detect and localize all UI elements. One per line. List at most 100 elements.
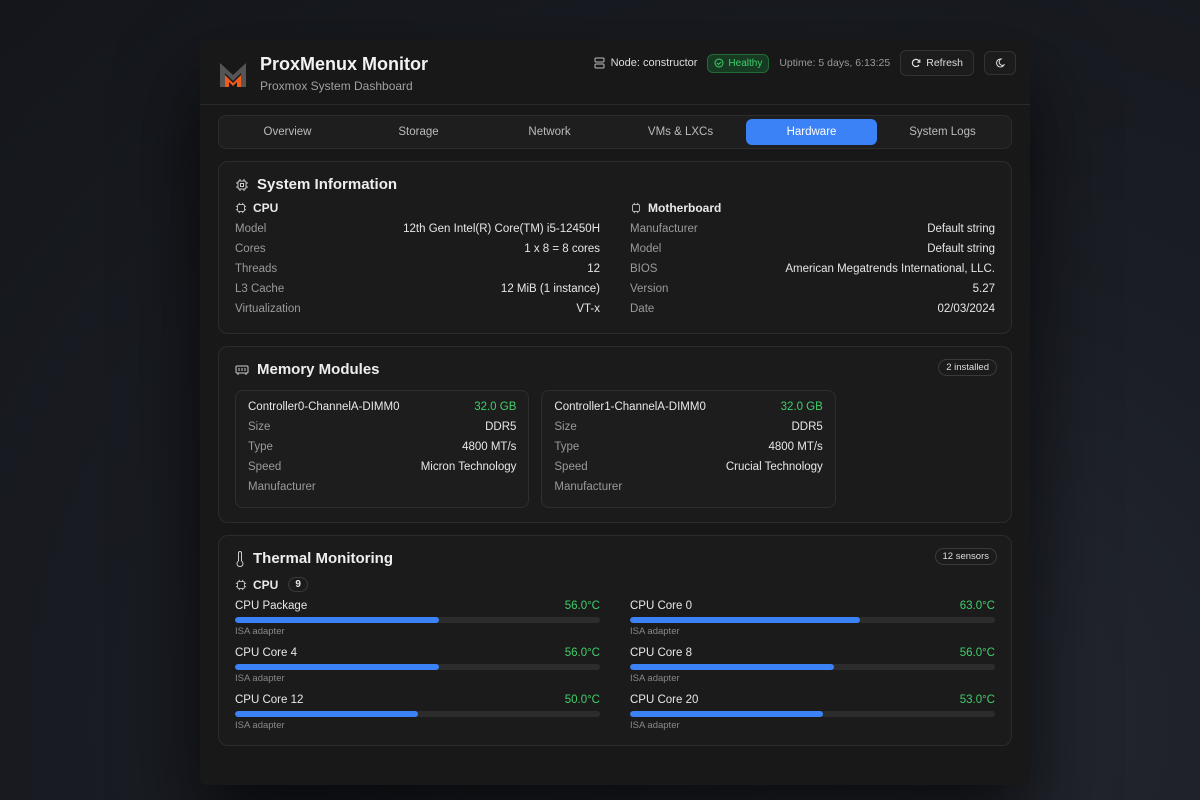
sensor-adapter: ISA adapter <box>235 626 285 637</box>
health-label: Healthy <box>728 57 763 69</box>
row-value: 5.27 <box>972 283 995 295</box>
info-row: Model Default string <box>630 239 995 259</box>
row-label: Version <box>630 283 669 295</box>
row-label: BIOS <box>630 263 658 275</box>
info-row: Size DDR5 <box>248 417 516 437</box>
sensor-temp: 53.0°C <box>959 694 995 706</box>
memory-module: Controller1-ChannelA-DIMM0 32.0 GB Size DDR… <box>541 390 836 508</box>
refresh-icon <box>912 58 921 68</box>
temperature-bar <box>235 711 600 717</box>
cpu-heading: CPU <box>253 201 279 215</box>
info-row: Version 5.27 <box>630 279 995 299</box>
sensor-header: CPU Core 4 56.0°C <box>235 647 600 659</box>
row-value: 4800 MT/s <box>462 441 517 453</box>
row-label: Date <box>630 303 655 315</box>
system-information-card: System Information CPU Model 12th Gen Int… <box>218 161 1012 334</box>
row-label: Model <box>630 243 662 255</box>
module-header: Controller0-ChannelA-DIMM0 32.0 GB <box>248 401 516 413</box>
row-value: Default string <box>927 223 995 235</box>
installed-badge: 2 installed <box>938 359 997 376</box>
row-value: 12 <box>587 263 600 275</box>
health-badge: Healthy <box>707 53 770 73</box>
module-name: Controller1-ChannelA-DIMM0 <box>554 401 706 413</box>
temperature-bar <box>235 664 600 670</box>
proxmenux-logo-icon <box>220 62 246 87</box>
row-label: Cores <box>235 243 266 255</box>
card-title-text: Thermal Monitoring <box>253 550 393 567</box>
info-row: Model 12th Gen Intel(R) Core(TM) i5-12450… <box>235 219 600 239</box>
app-subtitle: Proxmox System Dashboard <box>260 79 413 93</box>
memory-modules-card: Memory Modules 2 installed Controller0-C… <box>218 346 1012 523</box>
sensor-adapter: ISA adapter <box>630 626 680 637</box>
thermal-monitoring-card: Thermal Monitoring 12 sensors CPU 9 CPU P… <box>218 535 1012 746</box>
row-value: 12th Gen Intel(R) Core(TM) i5-12450H <box>403 223 600 235</box>
tab-vms-lxcs[interactable]: VMs & LXCs <box>647 126 714 138</box>
module-capacity: 32.0 GB <box>474 401 517 413</box>
refresh-button[interactable]: Refresh <box>900 50 974 76</box>
row-label: Speed <box>554 461 588 473</box>
row-value: Default string <box>927 243 995 255</box>
info-row: Type 4800 MT/s <box>248 437 516 457</box>
server-icon <box>594 57 605 69</box>
temperature-bar-fill <box>235 617 440 623</box>
info-row: Speed Micron Technology <box>248 457 516 477</box>
motherboard-section: Motherboard Manufacturer Default string Mo… <box>630 201 995 319</box>
memory-module: Controller0-ChannelA-DIMM0 32.0 GB Size DDR… <box>235 390 530 508</box>
info-row: Cores 1 x 8 = 8 cores <box>235 239 600 259</box>
module-header: Controller1-ChannelA-DIMM0 32.0 GB <box>554 401 822 413</box>
info-row: Virtualization VT-x <box>235 299 600 319</box>
sensor-header: CPU Core 0 63.0°C <box>630 600 995 612</box>
sensor-header: CPU Package 56.0°C <box>235 600 600 612</box>
info-row: Manufacturer <box>248 477 516 497</box>
row-label: Type <box>248 441 273 453</box>
node-indicator: Node: constructor <box>594 57 698 69</box>
app-title: ProxMenux Monitor <box>260 54 429 74</box>
sensor-temp: 63.0°C <box>959 600 995 612</box>
info-row: Manufacturer <box>554 477 822 497</box>
info-row: BIOS American Megatrends International, L… <box>630 259 995 279</box>
sensor-item: CPU Core 8 56.0°C ISA adapter <box>630 647 995 684</box>
temperature-bar <box>235 617 600 623</box>
row-value: DDR5 <box>791 421 823 433</box>
row-value: 1 x 8 = 8 cores <box>524 243 600 255</box>
tab-network[interactable]: Network <box>528 126 571 138</box>
row-label: Size <box>554 421 577 433</box>
uptime: Uptime: 5 days, 6:13:25 <box>779 57 891 69</box>
tab-hardware[interactable]: Hardware <box>746 119 877 145</box>
tab-storage[interactable]: Storage <box>398 126 439 138</box>
tab-bar: Overview Storage Network VMs & LXCs Hard… <box>218 115 1012 149</box>
info-row: Speed Crucial Technology <box>554 457 822 477</box>
theme-toggle-button[interactable] <box>984 51 1016 75</box>
status-bar: Node: constructor Healthy Uptime: 5 days… <box>594 50 1016 76</box>
row-value: DDR5 <box>485 421 517 433</box>
sensor-temp: 56.0°C <box>564 647 600 659</box>
motherboard-heading: Motherboard <box>648 201 722 215</box>
cpu-chip-icon <box>236 178 248 191</box>
sensor-item: CPU Package 56.0°C ISA adapter <box>235 600 600 637</box>
row-label: Speed <box>248 461 282 473</box>
tab-overview[interactable]: Overview <box>263 126 312 138</box>
motherboard-icon <box>632 202 640 214</box>
row-label: Manufacturer <box>248 481 316 493</box>
sensor-name: CPU Core 0 <box>630 600 692 612</box>
sensor-name: CPU Core 12 <box>235 694 304 706</box>
tab-system-logs[interactable]: System Logs <box>909 126 976 138</box>
row-label: Threads <box>235 263 278 275</box>
row-value: 4800 MT/s <box>768 441 823 453</box>
sensor-adapter: ISA adapter <box>235 673 285 684</box>
header: ProxMenux Monitor Proxmox System Dashboa… <box>200 40 1030 105</box>
card-title: System Information <box>235 176 995 193</box>
node-name: Node: constructor <box>610 57 698 69</box>
row-value: Micron Technology <box>420 461 517 473</box>
sensor-item: CPU Core 20 53.0°C ISA adapter <box>630 694 995 731</box>
sensor-name: CPU Package <box>235 600 308 612</box>
row-value: 12 MiB (1 instance) <box>500 283 600 295</box>
sensor-temp: 50.0°C <box>564 694 600 706</box>
module-name: Controller0-ChannelA-DIMM0 <box>248 401 400 413</box>
sensor-header: CPU Core 8 56.0°C <box>630 647 995 659</box>
memory-icon <box>235 365 249 375</box>
cpu-chip-icon <box>235 202 247 214</box>
cpu-chip-icon <box>235 579 247 590</box>
row-label: Manufacturer <box>630 223 698 235</box>
sensor-temp: 56.0°C <box>564 600 600 612</box>
